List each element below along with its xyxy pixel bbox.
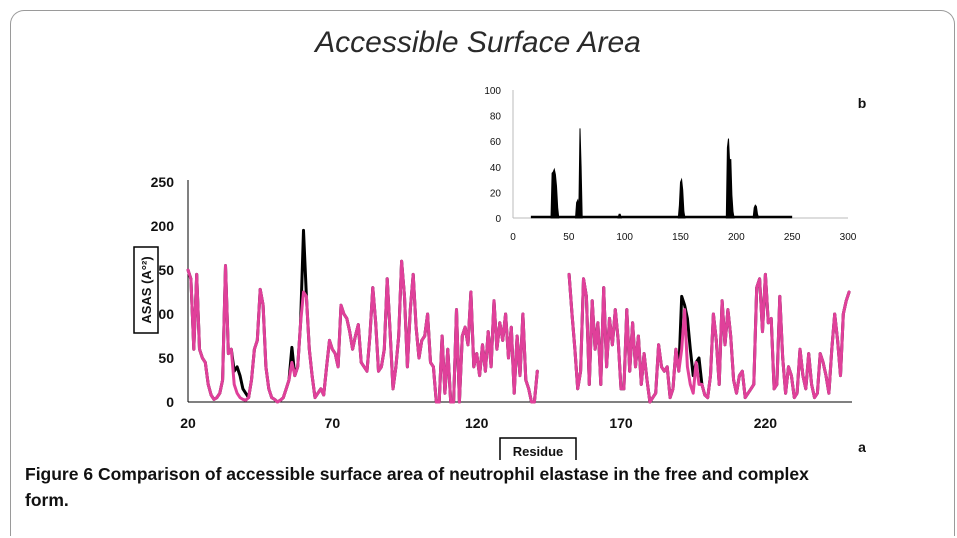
series-line-complex: [567, 272, 851, 404]
panel-b-y-tick-label: 40: [490, 163, 502, 174]
panel-b-peak: [550, 167, 560, 219]
panel-b-x-tick-label: 300: [840, 232, 857, 243]
panel-a-x-tick-label: 220: [754, 415, 778, 431]
panel-b-y-tick-label: 0: [495, 214, 501, 225]
panel-a-x-tick-label: 20: [180, 415, 196, 431]
panel-b-peak: [752, 204, 760, 219]
panel-b-y-tick-label: 20: [490, 188, 502, 199]
panel-b-x-tick-label: 150: [672, 232, 689, 243]
figure-chart: Accessible Surface Area b a 050100150200…: [133, 26, 867, 460]
panel-a-x-axis-label: Residue: [513, 444, 564, 459]
panel-b-inset-plot: 0 20 40 60 80 100 0 50 100 150 200 250 300: [484, 86, 856, 243]
panel-label-b: b: [858, 95, 867, 111]
panel-a-y-axis-label-frame: [133, 246, 159, 334]
panel-b-y-tick-label: 100: [484, 86, 501, 97]
panel-b-y-tick-label: 60: [490, 137, 502, 148]
series-line-free: [186, 228, 539, 404]
figure-frame: [10, 10, 955, 536]
panel-a-y-tick-label: 250: [151, 174, 175, 190]
panel-b-x-tick-label: 50: [563, 232, 575, 243]
panel-a-y-axis-label-box: ASAS (A°²): [133, 246, 159, 334]
caption-label: Figure 6: [25, 464, 94, 484]
panel-b-x-tick-label: 100: [616, 232, 633, 243]
panel-b-y-tick-label: 80: [490, 112, 502, 123]
caption-text: Comparison of accessible surface area of…: [25, 464, 809, 510]
panel-a-x-axis-label-frame: [499, 437, 577, 460]
panel-b-peak: [617, 213, 622, 219]
panel-a-x-tick-label: 120: [465, 415, 489, 431]
panel-a-x-tick-label: 170: [609, 415, 633, 431]
panel-b-peak: [725, 138, 735, 219]
panel-a-x-tick-label: 70: [325, 415, 341, 431]
series-line-complex: [186, 259, 539, 404]
panel-b-x-tick-label: 200: [728, 232, 745, 243]
panel-a-y-axis-label: ASAS (A°²): [139, 256, 154, 323]
figure-caption: Figure 6 Comparison of accessible surfac…: [25, 461, 845, 513]
panel-b-peak: [677, 177, 686, 219]
panel-b-x-tick-label: 250: [784, 232, 801, 243]
panel-a-y-tick-label: 200: [151, 218, 175, 234]
panel-a-y-tick-label: 50: [158, 350, 174, 366]
figure-title: Accessible Surface Area: [313, 26, 641, 59]
panel-b-x-tick-label: 0: [510, 232, 516, 243]
panel-a-y-tick-label: 0: [166, 394, 174, 410]
panel-label-a: a: [858, 439, 866, 455]
panel-b-peak: [574, 128, 583, 219]
